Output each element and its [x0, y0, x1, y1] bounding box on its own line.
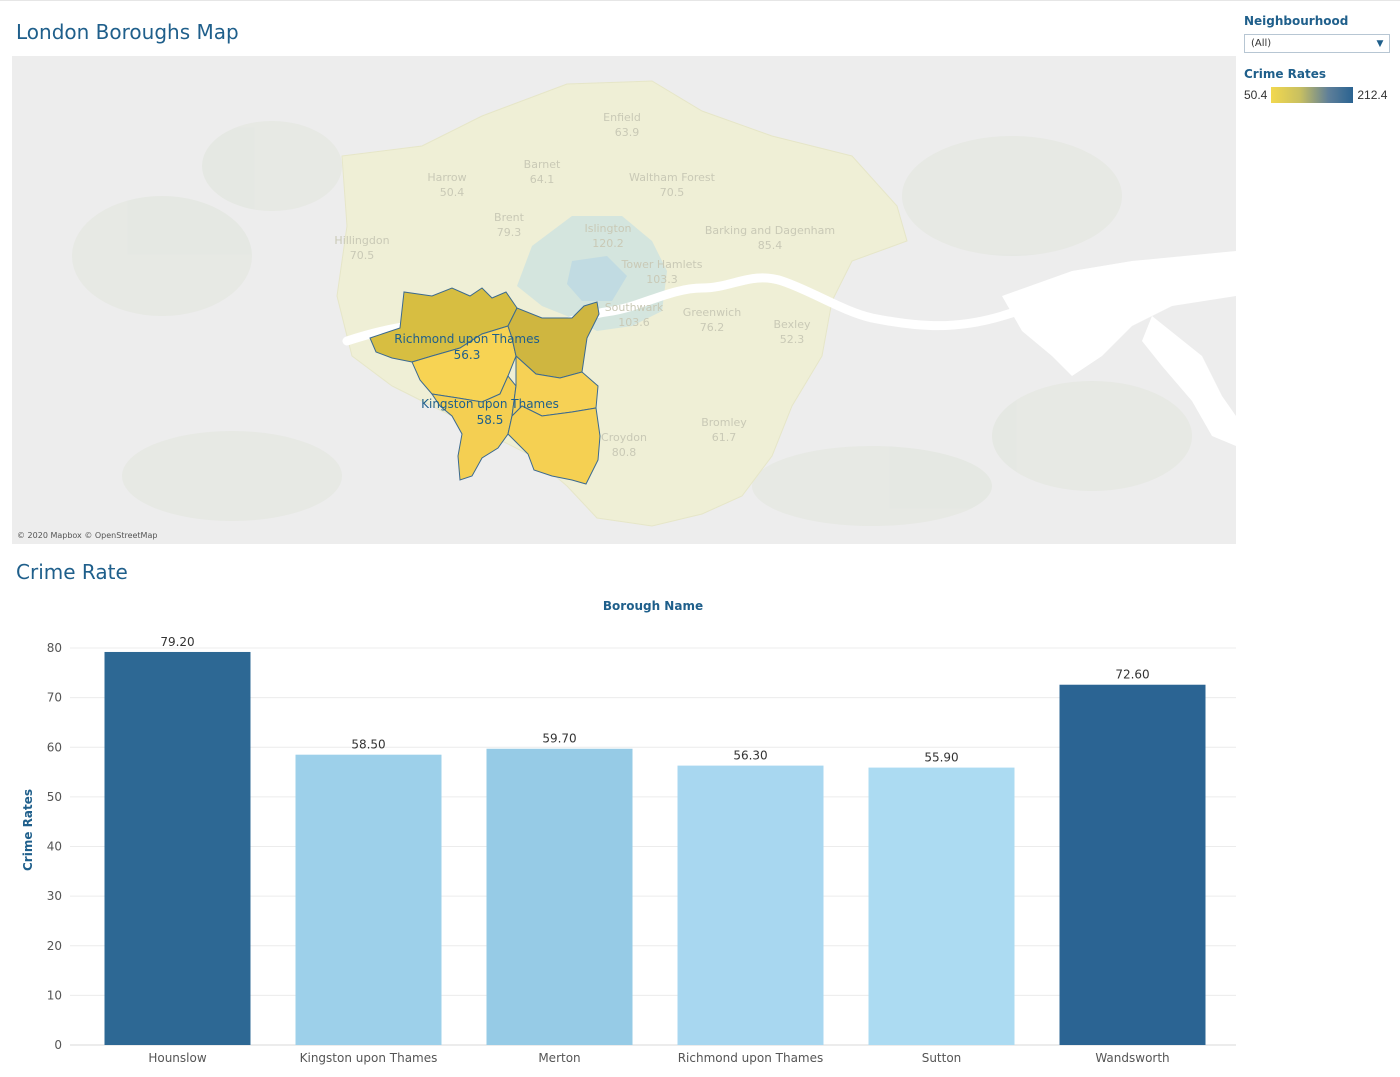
x-tick-label: Kingston upon Thames — [300, 1051, 438, 1065]
bar-value-label: 55.90 — [924, 751, 958, 765]
faded-label: 120.2 — [592, 237, 624, 250]
map-canvas[interactable]: Enfield 63.9 Barnet 64.1 Harrow 50.4 Wal… — [12, 56, 1236, 544]
map-label-kingston-value: 58.5 — [477, 413, 504, 427]
y-tick-label: 40 — [47, 840, 62, 854]
land-patches — [72, 121, 1192, 526]
bar-sutton[interactable] — [868, 767, 1015, 1045]
bar-kingston-upon-thames[interactable] — [295, 754, 442, 1045]
borough-kingston[interactable] — [430, 375, 517, 481]
x-axis-ticks: Hounslow Kingston upon Thames Merton Richmo… — [148, 1051, 1169, 1065]
legend-heading: Crime Rates — [1244, 67, 1327, 81]
faded-label: Greenwich — [683, 306, 741, 319]
map-label-richmond-name: Richmond upon Thames — [394, 332, 540, 346]
crime-rate-bar-chart[interactable]: Borough Name Crime Rates 0 10 20 30 40 50 60 70… — [0, 590, 1240, 1074]
y-tick-label: 60 — [47, 740, 62, 754]
faded-label: Bexley — [774, 318, 811, 331]
map-label-richmond-value: 56.3 — [454, 348, 481, 362]
neighbourhood-filter-dropdown[interactable]: (All) ▼ — [1244, 34, 1390, 53]
faded-label: 61.7 — [712, 431, 737, 444]
faded-label: 80.8 — [612, 446, 637, 459]
thames-estuary — [1002, 251, 1236, 376]
y-tick-label: 30 — [47, 889, 62, 903]
borough-hounslow[interactable] — [369, 287, 518, 363]
map-credit[interactable]: © 2020 Mapbox © OpenStreetMap — [17, 531, 158, 540]
y-tick-label: 0 — [54, 1038, 62, 1052]
y-tick-label: 80 — [47, 641, 62, 655]
faded-label: 50.4 — [440, 186, 465, 199]
faded-label: Islington — [584, 222, 631, 235]
faded-label: 85.4 — [758, 239, 783, 252]
bar-value-label: 79.20 — [160, 635, 194, 649]
faded-label: Bromley — [701, 416, 747, 429]
faded-label: 76.2 — [700, 321, 725, 334]
faded-label: 70.5 — [350, 249, 375, 262]
faded-label: Hillingdon — [334, 234, 389, 247]
faded-label: 63.9 — [615, 126, 640, 139]
faded-label: Barnet — [524, 158, 561, 171]
faded-label: Southwark — [605, 301, 664, 314]
x-tick-label: Wandsworth — [1095, 1051, 1169, 1065]
y-axis-label: Crime Rates — [21, 789, 35, 871]
x-tick-label: Sutton — [922, 1051, 962, 1065]
side-panel: Neighbourhood (All) ▼ Crime Rates 50.4 2… — [1244, 14, 1394, 103]
borough-map[interactable]: Enfield 63.9 Barnet 64.1 Harrow 50.4 Wal… — [12, 56, 1236, 544]
y-tick-label: 20 — [47, 939, 62, 953]
faded-label: 103.3 — [646, 273, 678, 286]
highlighted-boroughs[interactable] — [369, 287, 601, 485]
faded-labels: Enfield 63.9 Barnet 64.1 Harrow 50.4 Wal… — [334, 111, 835, 459]
highlighted-labels: Richmond upon Thames 56.3 Kingston upon … — [394, 332, 559, 427]
faded-label: 79.3 — [497, 226, 522, 239]
chevron-down-icon[interactable]: ▼ — [1376, 38, 1384, 49]
map-title: London Boroughs Map — [16, 20, 239, 44]
bar-value-label: 58.50 — [351, 738, 385, 752]
y-axis-ticks: 0 10 20 30 40 50 60 70 80 — [47, 641, 62, 1052]
y-tick-label: 50 — [47, 790, 62, 804]
legend-min-label: 50.4 — [1244, 88, 1268, 102]
color-legend: 50.4 212.4 — [1244, 87, 1394, 103]
top-axis-label: Borough Name — [603, 599, 703, 613]
borough-sutton[interactable] — [507, 405, 601, 485]
y-tick-label: 10 — [47, 988, 62, 1002]
bar-richmond-upon-thames[interactable] — [677, 765, 824, 1045]
y-tick-label: 70 — [47, 691, 62, 705]
legend-max-label: 212.4 — [1357, 88, 1388, 102]
bar-merton[interactable] — [486, 748, 633, 1045]
faded-label: Enfield — [603, 111, 641, 124]
filter-heading: Neighbourhood — [1244, 14, 1349, 28]
chart-title: Crime Rate — [16, 560, 128, 584]
x-tick-label: Hounslow — [148, 1051, 207, 1065]
faded-label: Harrow — [427, 171, 466, 184]
x-tick-label: Merton — [538, 1051, 580, 1065]
bar-value-label: 72.60 — [1115, 668, 1149, 682]
gridlines — [70, 647, 1236, 1046]
faded-label: 70.5 — [660, 186, 685, 199]
x-tick-label: Richmond upon Thames — [678, 1051, 824, 1065]
legend-gradient — [1271, 87, 1354, 103]
faded-label: 52.3 — [780, 333, 805, 346]
bars[interactable] — [104, 651, 1206, 1045]
faded-label: Barking and Dagenham — [705, 224, 835, 237]
bar-wandsworth[interactable] — [1059, 684, 1206, 1045]
faded-label: Croydon — [601, 431, 647, 444]
faded-label: Brent — [494, 211, 525, 224]
bar-hounslow[interactable] — [104, 651, 251, 1045]
map-label-kingston-name: Kingston upon Thames — [421, 397, 559, 411]
faded-label: Waltham Forest — [629, 171, 716, 184]
filter-selected-value: (All) — [1251, 38, 1272, 49]
bar-value-label: 56.30 — [733, 749, 767, 763]
city-borough — [567, 256, 627, 301]
bar-value-labels: 79.20 58.50 59.70 56.30 55.90 72.60 — [160, 635, 1149, 765]
top-rule — [0, 0, 1400, 1]
estuary-branch — [1142, 316, 1236, 446]
bar-value-label: 59.70 — [542, 732, 576, 746]
faded-label: 103.6 — [618, 316, 650, 329]
faded-label: Tower Hamlets — [621, 258, 703, 271]
faded-label: 64.1 — [530, 173, 555, 186]
